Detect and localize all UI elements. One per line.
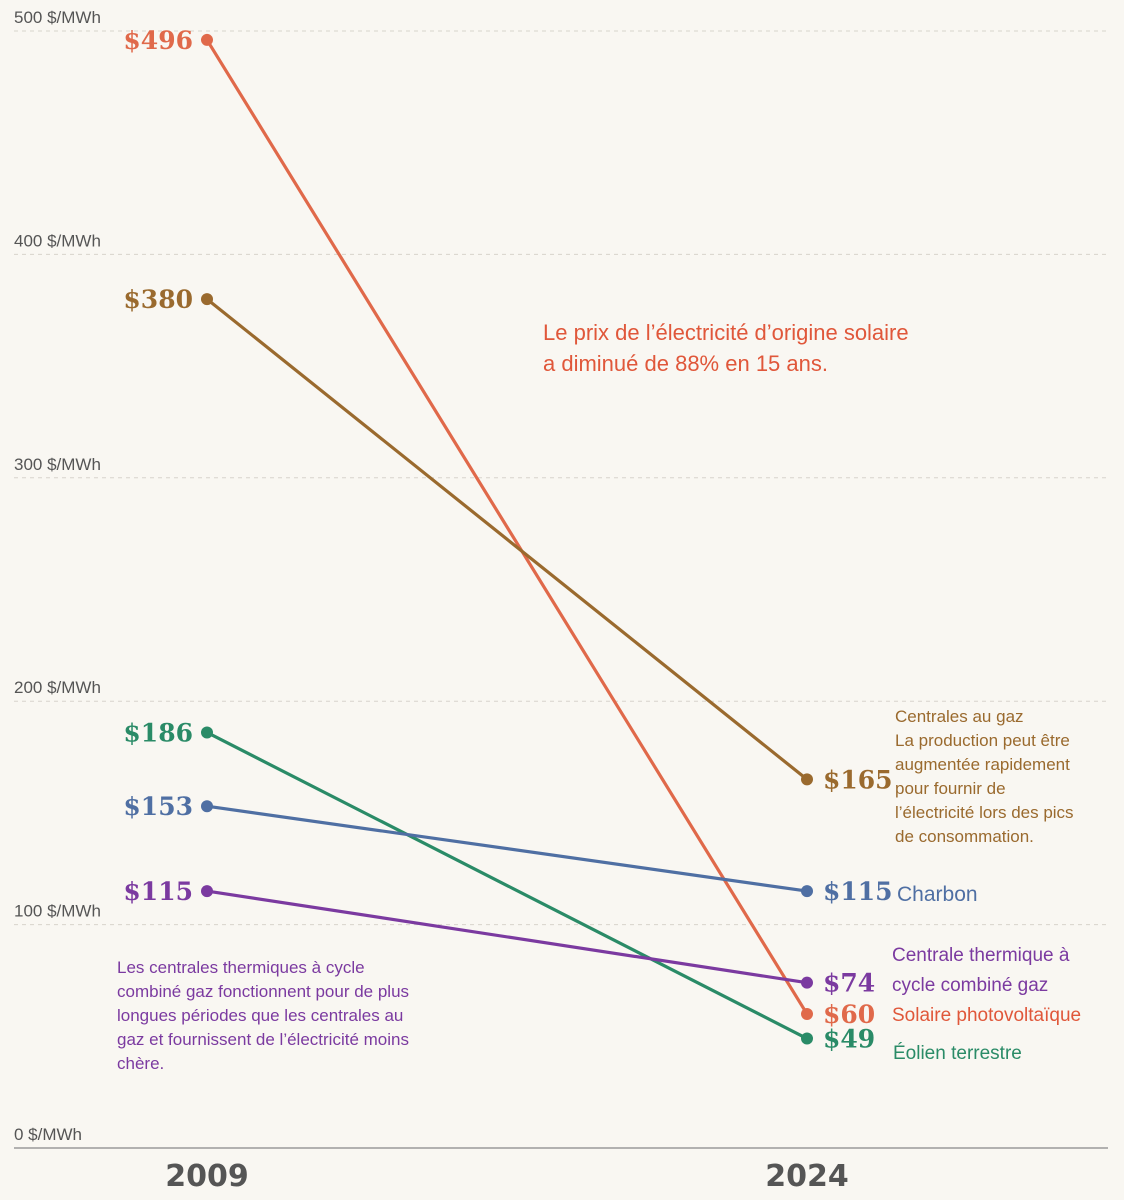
annotation-line: augmentée rapidement	[895, 755, 1070, 774]
data-point	[801, 1032, 813, 1045]
data-point	[801, 1007, 813, 1020]
data-label: $49	[823, 1025, 875, 1054]
annotation-line: de consommation.	[895, 827, 1034, 846]
annotation-line: combiné gaz fonctionnent pour de plus	[117, 982, 409, 1001]
annotation-line: l’électricité lors des pics	[895, 803, 1074, 822]
annotation-line: gaz et fournissent de l’électricité moin…	[117, 1030, 409, 1049]
annotation-line: Charbon	[897, 883, 978, 906]
data-point	[201, 800, 213, 813]
wind-series-name: Éolien terrestre	[893, 1043, 1022, 1064]
annotation-line: chère.	[117, 1054, 164, 1073]
data-point	[801, 885, 813, 898]
series-line	[205, 38, 809, 1016]
annotation-line: pour fournir de	[895, 779, 1006, 798]
data-point	[801, 976, 813, 989]
gas-annotation: Centrales au gaz La production peut être a…	[895, 707, 1074, 846]
annotation-line: Le prix de l’électricité d’origine solai…	[543, 320, 909, 345]
data-label: $186	[123, 718, 193, 747]
data-label: $496	[123, 26, 193, 55]
data-point	[201, 885, 213, 898]
annotation-line: cycle combiné gaz	[892, 975, 1048, 996]
annotation-line: Solaire photovoltaïque	[892, 1005, 1081, 1026]
annotation-line: Les centrales thermiques à cycle	[117, 958, 365, 977]
solar-series-name: Solaire photovoltaïque	[892, 1005, 1081, 1026]
ccgt-series-name: Centrale thermique à cycle combiné gaz	[892, 945, 1070, 996]
data-label: $60	[823, 1000, 875, 1029]
data-label: $153	[123, 792, 193, 821]
data-label: $115	[823, 877, 893, 906]
data-point	[801, 773, 813, 786]
x-tick-label: 2024	[765, 1159, 849, 1194]
annotation-line: Centrale thermique à	[892, 945, 1070, 966]
data-label: $74	[823, 969, 875, 998]
series-line	[205, 297, 809, 781]
y-tick-label: 300 $/MWh	[14, 455, 101, 474]
y-tick-label: 500 $/MWh	[14, 8, 101, 27]
solar-annotation: Le prix de l’électricité d’origine solai…	[543, 320, 909, 376]
data-point	[201, 293, 213, 306]
data-point	[201, 726, 213, 739]
annotation-line: longues périodes que les centrales au	[117, 1006, 403, 1025]
series-line	[205, 730, 809, 1041]
coal-series-name: Charbon	[897, 883, 978, 906]
y-tick-label: 200 $/MWh	[14, 678, 101, 697]
y-tick-label: 400 $/MWh	[14, 231, 101, 250]
y-tick-label: 0 $/MWh	[14, 1125, 82, 1144]
series-line	[205, 889, 809, 985]
ccgt-annotation: Les centrales thermiques à cycle combiné …	[117, 958, 409, 1073]
data-label: $380	[123, 285, 193, 314]
data-point	[201, 33, 213, 46]
data-label: $115	[123, 877, 193, 906]
series-line	[205, 804, 809, 893]
x-tick-label: 2009	[165, 1159, 249, 1194]
annotation-line: La production peut être	[895, 731, 1070, 750]
y-tick-label: 100 $/MWh	[14, 902, 101, 921]
annotation-line: Centrales au gaz	[895, 707, 1024, 726]
data-label: $165	[823, 765, 893, 794]
annotation-line: Éolien terrestre	[893, 1043, 1022, 1064]
annotation-line: a diminué de 88% en 15 ans.	[543, 351, 828, 376]
